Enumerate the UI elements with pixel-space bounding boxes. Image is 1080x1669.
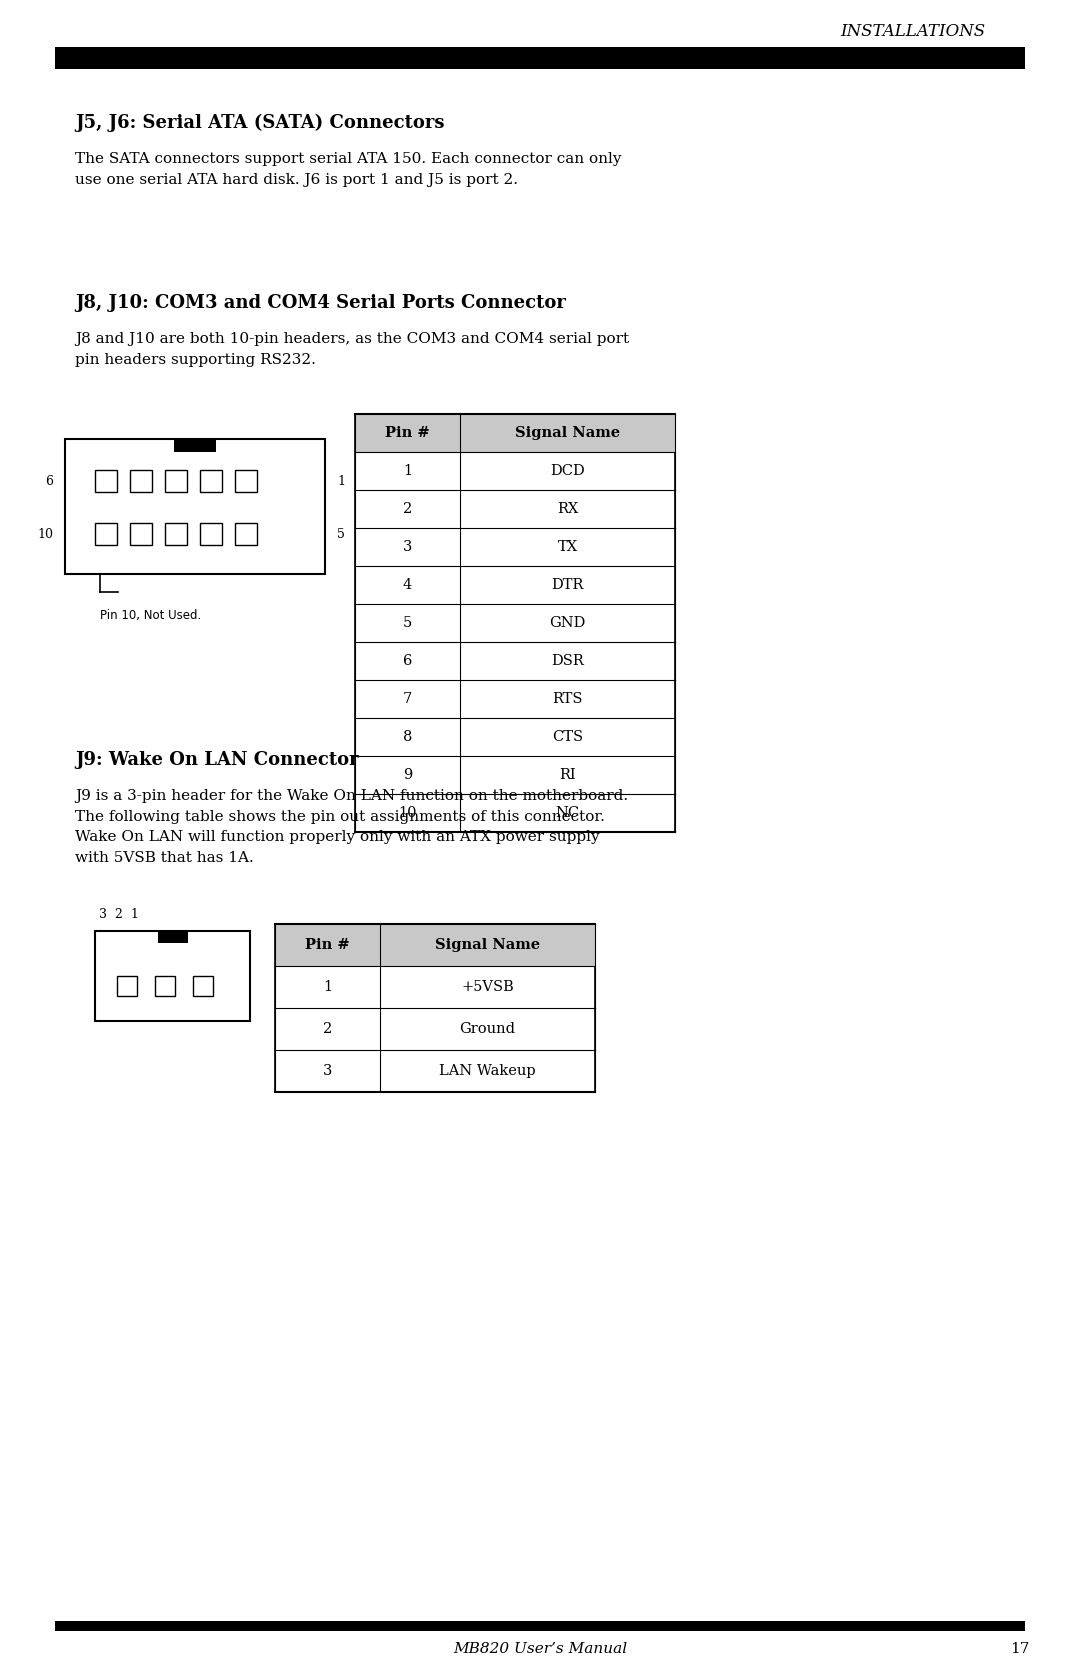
Bar	[156, 976, 175, 996]
Text: 6: 6	[403, 654, 413, 668]
Text: DCD: DCD	[550, 464, 585, 477]
Text: 1: 1	[403, 464, 413, 477]
Bar	[235, 522, 257, 546]
Text: 6: 6	[45, 474, 53, 487]
Bar	[95, 471, 117, 492]
Text: Signal Name: Signal Name	[435, 938, 540, 951]
Bar	[55, 1621, 1025, 1631]
Bar	[275, 925, 595, 966]
Text: INSTALLATIONS: INSTALLATIONS	[840, 22, 985, 40]
Bar	[165, 522, 187, 546]
Bar	[275, 925, 595, 1092]
Text: +5VSB: +5VSB	[461, 980, 514, 995]
Text: NC: NC	[555, 806, 580, 819]
Bar	[130, 471, 152, 492]
Text: 2: 2	[403, 502, 413, 516]
Bar	[130, 522, 152, 546]
Bar	[200, 471, 222, 492]
Bar	[95, 931, 249, 1021]
Text: 10: 10	[37, 527, 53, 541]
Text: RTS: RTS	[552, 693, 583, 706]
Text: Pin 10, Not Used.: Pin 10, Not Used.	[100, 609, 201, 623]
Text: 17: 17	[1010, 1642, 1029, 1656]
Text: CTS: CTS	[552, 729, 583, 744]
Bar	[355, 414, 675, 452]
Bar	[174, 439, 216, 452]
Text: MB820 User’s Manual: MB820 User’s Manual	[453, 1642, 627, 1656]
Text: 3  2  1: 3 2 1	[99, 908, 139, 921]
Bar	[158, 931, 188, 943]
Bar	[117, 976, 137, 996]
Text: DSR: DSR	[551, 654, 584, 668]
Text: GND: GND	[550, 616, 585, 629]
Bar	[235, 471, 257, 492]
Bar	[193, 976, 213, 996]
Text: 2: 2	[323, 1021, 333, 1036]
Text: 5: 5	[403, 616, 413, 629]
Text: J5, J6: Serial ATA (SATA) Connectors: J5, J6: Serial ATA (SATA) Connectors	[75, 113, 445, 132]
Text: 3: 3	[403, 541, 413, 554]
Text: RX: RX	[557, 502, 578, 516]
Text: J8, J10: COM3 and COM4 Serial Ports Connector: J8, J10: COM3 and COM4 Serial Ports Conn…	[75, 294, 566, 312]
Text: J9 is a 3-pin header for the Wake On LAN function on the motherboard.
The follow: J9 is a 3-pin header for the Wake On LAN…	[75, 789, 629, 865]
Text: LAN Wakeup: LAN Wakeup	[440, 1065, 536, 1078]
Text: J9: Wake On LAN Connector: J9: Wake On LAN Connector	[75, 751, 359, 769]
Text: 1: 1	[323, 980, 332, 995]
Text: DTR: DTR	[551, 577, 583, 592]
Bar	[165, 471, 187, 492]
Text: 7: 7	[403, 693, 413, 706]
Bar	[55, 47, 1025, 68]
Text: Pin #: Pin #	[306, 938, 350, 951]
Bar	[355, 414, 675, 833]
Text: 10: 10	[399, 806, 417, 819]
Text: Signal Name: Signal Name	[515, 426, 620, 441]
Text: 9: 9	[403, 768, 413, 783]
Text: 4: 4	[403, 577, 413, 592]
Bar	[65, 439, 325, 574]
Text: Ground: Ground	[459, 1021, 515, 1036]
Text: 1: 1	[337, 474, 345, 487]
Text: J8 and J10 are both 10-pin headers, as the COM3 and COM4 serial port
pin headers: J8 and J10 are both 10-pin headers, as t…	[75, 332, 630, 367]
Text: Pin #: Pin #	[386, 426, 430, 441]
Text: TX: TX	[557, 541, 578, 554]
Bar	[95, 522, 117, 546]
Bar	[200, 522, 222, 546]
Text: 3: 3	[323, 1065, 333, 1078]
Text: RI: RI	[559, 768, 576, 783]
Text: The SATA connectors support serial ATA 150. Each connector can only
use one seri: The SATA connectors support serial ATA 1…	[75, 152, 621, 187]
Text: 5: 5	[337, 527, 345, 541]
Text: 8: 8	[403, 729, 413, 744]
